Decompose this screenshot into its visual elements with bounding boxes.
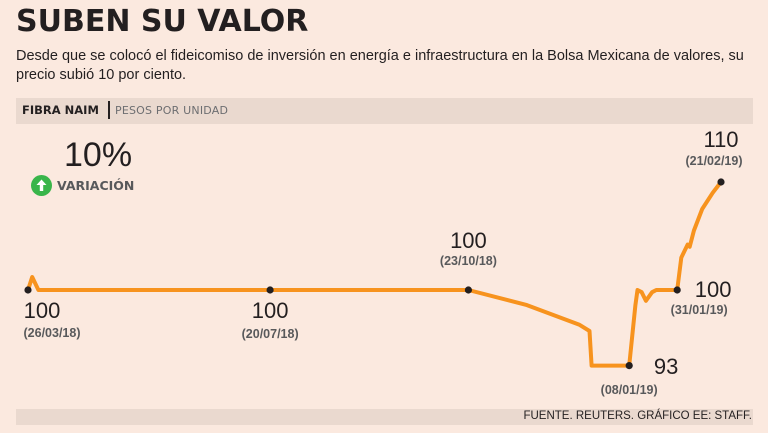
value-label: 100 — [23, 298, 61, 323]
data-point-marker — [673, 286, 681, 294]
arrow-up-circle-icon — [31, 175, 52, 196]
series-band — [16, 98, 753, 124]
series-name: FIBRA NAIM — [22, 103, 99, 117]
value-label: 110 — [703, 127, 739, 152]
data-point-marker — [24, 286, 32, 294]
date-label: (21/02/19) — [685, 154, 743, 168]
band-separator — [108, 101, 110, 119]
footer-band — [16, 409, 753, 425]
value-label: 100 — [694, 277, 732, 302]
data-point-marker — [625, 362, 633, 370]
plot-area — [24, 178, 725, 370]
date-label: (08/01/19) — [600, 382, 658, 397]
data-point-marker — [717, 178, 725, 186]
chart-title: SUBEN SU VALOR — [16, 4, 309, 39]
series-line-0 — [26, 180, 723, 368]
data-point-marker — [266, 286, 274, 294]
value-label: 100 — [251, 298, 289, 323]
variation-label: VARIACIÓN — [57, 178, 135, 193]
date-label: (31/01/19) — [670, 303, 728, 317]
source-note: FUENTE. REUTERS. GRÁFICO EE: STAFF. — [523, 410, 752, 422]
data-point-marker — [464, 286, 472, 294]
date-label: (23/10/18) — [439, 254, 497, 268]
value-label: 93 — [653, 353, 679, 379]
chart-subtitle: Desde que se colocó el fideicomiso de in… — [16, 48, 744, 83]
value-label: 100 — [450, 228, 487, 253]
date-label: (26/03/18) — [23, 326, 81, 340]
unit-label: PESOS POR UNIDAD — [115, 104, 229, 117]
variation-value: 10% — [64, 136, 133, 174]
date-label: (20/07/18) — [241, 327, 299, 341]
